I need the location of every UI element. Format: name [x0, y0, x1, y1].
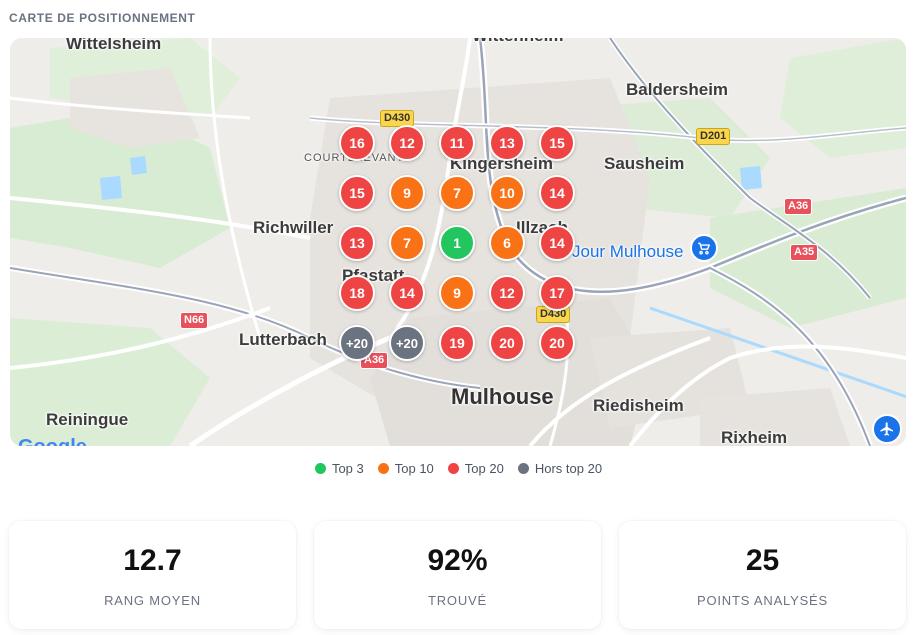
- rank-pin[interactable]: 20: [539, 325, 575, 361]
- stat-card-average-rank: 12.7 RANG MOYEN: [9, 521, 296, 629]
- place-riedisheim: Riedisheim: [593, 396, 684, 415]
- rank-pin[interactable]: 14: [539, 175, 575, 211]
- poi-label[interactable]: Jour Mulhouse: [572, 242, 684, 261]
- road-shield-d201: D201: [696, 128, 731, 145]
- rank-pin[interactable]: 9: [439, 275, 475, 311]
- map-view[interactable]: Wittelsheim Wittenheim Baldersheim Saush…: [10, 38, 906, 446]
- legend-item-top20: Top 20: [447, 461, 504, 476]
- stat-card-found: 92% TROUVÉ: [314, 521, 601, 629]
- points-label: POINTS ANALYSÉS: [697, 593, 828, 608]
- rank-pin[interactable]: 14: [389, 275, 425, 311]
- rank-pin[interactable]: 15: [539, 125, 575, 161]
- stat-card-points: 25 POINTS ANALYSÉS: [619, 521, 906, 629]
- legend-label-hors-top20: Hors top 20: [534, 461, 603, 476]
- rank-pin[interactable]: 13: [339, 225, 375, 261]
- rank-pin[interactable]: 12: [489, 275, 525, 311]
- rank-pin[interactable]: 19: [439, 325, 475, 361]
- legend-label-top20: Top 20: [464, 461, 504, 476]
- road-shield-a36: A36: [784, 198, 813, 215]
- rank-pin[interactable]: 13: [489, 125, 525, 161]
- google-logo: Google: [18, 436, 87, 446]
- rank-pin[interactable]: 1: [439, 225, 475, 261]
- rank-pin[interactable]: 12: [389, 125, 425, 161]
- legend-item-top3: Top 3: [314, 461, 364, 476]
- average-rank-label: RANG MOYEN: [104, 593, 201, 608]
- found-value: 92%: [427, 544, 488, 577]
- road-shield-n66: N66: [180, 312, 209, 329]
- place-baldersheim: Baldersheim: [626, 80, 729, 99]
- place-lutterbach: Lutterbach: [239, 330, 327, 349]
- rank-pin[interactable]: +20: [389, 325, 425, 361]
- place-sausheim: Sausheim: [604, 154, 685, 173]
- legend-dot-top3: [314, 463, 326, 474]
- airplane-icon[interactable]: [872, 414, 902, 444]
- rank-pin[interactable]: 18: [339, 275, 375, 311]
- map-base: [10, 38, 906, 446]
- rank-pin[interactable]: 15: [339, 175, 375, 211]
- found-label: TROUVÉ: [428, 593, 487, 608]
- rank-pin[interactable]: 17: [539, 275, 575, 311]
- place-wittelsheim: Wittelsheim: [66, 38, 162, 53]
- legend-dot-top20: [447, 463, 459, 474]
- rank-pin[interactable]: 16: [339, 125, 375, 161]
- legend-dot-hors-top20: [517, 463, 529, 474]
- place-reiningue: Reiningue: [46, 410, 129, 429]
- rank-pin[interactable]: 7: [389, 225, 425, 261]
- shopping-cart-icon[interactable]: [690, 234, 718, 262]
- legend-label-top10: Top 10: [394, 461, 434, 476]
- legend-label-top3: Top 3: [331, 461, 364, 476]
- rank-pin[interactable]: +20: [339, 325, 375, 361]
- legend-dot-top10: [377, 463, 389, 474]
- average-rank-value: 12.7: [123, 544, 182, 577]
- place-richwiller: Richwiller: [253, 218, 334, 237]
- rank-pin[interactable]: 7: [439, 175, 475, 211]
- points-value: 25: [745, 544, 780, 577]
- rank-pin[interactable]: 20: [489, 325, 525, 361]
- legend: Top 3 Top 10 Top 20 Hors top 20: [0, 461, 917, 476]
- place-kingersheim: Kingersheim: [450, 154, 553, 173]
- rank-pin[interactable]: 11: [439, 125, 475, 161]
- rank-pin[interactable]: 14: [539, 225, 575, 261]
- legend-item-hors-top20: Hors top 20: [517, 461, 603, 476]
- place-rixheim: Rixheim: [721, 428, 788, 446]
- section-title: CARTE DE POSITIONNEMENT: [9, 11, 196, 25]
- rank-pin[interactable]: 9: [389, 175, 425, 211]
- place-mulhouse: Mulhouse: [451, 384, 554, 409]
- legend-item-top10: Top 10: [377, 461, 434, 476]
- place-wittenheim: Wittenheim: [472, 38, 563, 46]
- rank-pin[interactable]: 6: [489, 225, 525, 261]
- rank-pin[interactable]: 10: [489, 175, 525, 211]
- road-shield-a35: A35: [790, 244, 819, 261]
